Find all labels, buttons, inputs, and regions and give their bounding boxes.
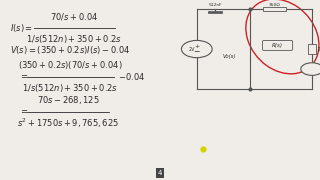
Text: $70s - 268,125$: $70s - 268,125$ [36,94,100,106]
Text: 0.2Ω: 0.2Ω [314,47,320,51]
Text: ⊕: ⊕ [309,66,315,72]
Circle shape [181,40,212,58]
Text: 4: 4 [158,170,162,176]
FancyBboxPatch shape [262,40,292,50]
Text: $1/s(512n) + 350 + 0.2s$: $1/s(512n) + 350 + 0.2s$ [27,33,122,45]
Text: R(s): R(s) [272,43,283,48]
Text: +: + [194,44,199,49]
Text: 2V: 2V [189,47,195,51]
Text: $=$: $=$ [19,108,29,116]
FancyBboxPatch shape [308,44,316,54]
Text: $V(s) = (350 + 0.2s)I(s) - 0.04$: $V(s) = (350 + 0.2s)I(s) - 0.04$ [10,44,130,56]
Text: −: − [194,47,200,56]
Text: $70/s + 0.04$: $70/s + 0.04$ [50,12,99,22]
Text: $s^2 + 1750s + 9,765,625$: $s^2 + 1750s + 9,765,625$ [17,117,119,130]
FancyBboxPatch shape [263,7,286,11]
Text: $(350 + 0.2s)(70/s + 0.04)$: $(350 + 0.2s)(70/s + 0.04)$ [18,59,123,71]
Text: Vo(s): Vo(s) [223,54,236,59]
Text: $I(s) =$: $I(s) =$ [10,22,33,34]
Text: $1/s(512n) + 350 + 0.2s$: $1/s(512n) + 350 + 0.2s$ [22,82,118,94]
Text: 512nF: 512nF [208,3,222,7]
Text: $- 0.04$: $- 0.04$ [118,71,146,82]
Text: $=$: $=$ [19,73,29,80]
Text: 350Ω: 350Ω [269,3,280,7]
Circle shape [301,63,320,75]
